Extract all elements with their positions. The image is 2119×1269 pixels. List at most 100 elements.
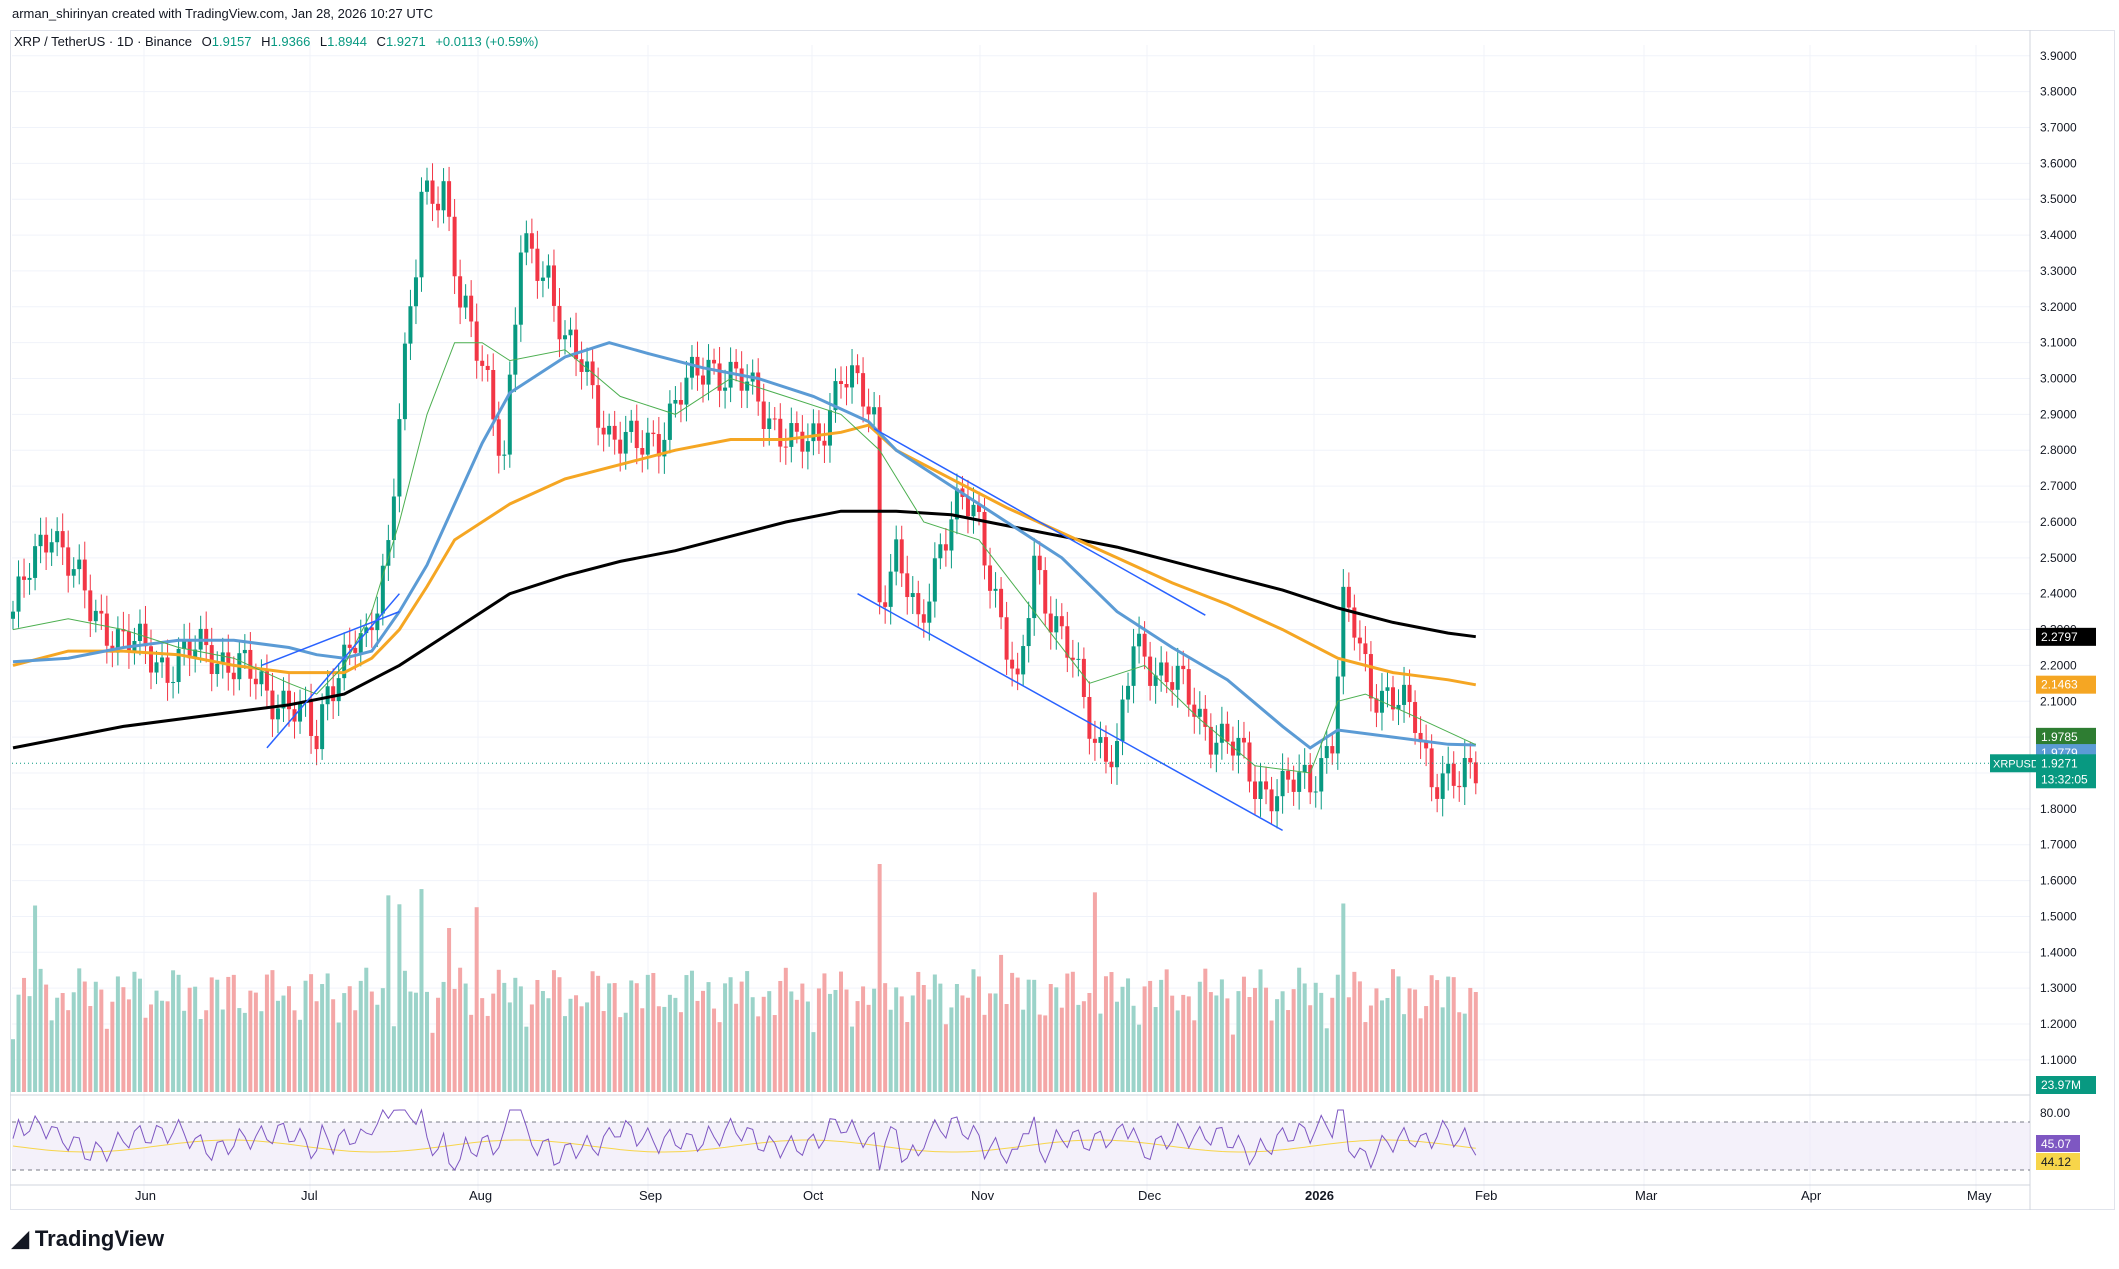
volume-bar xyxy=(126,999,131,1092)
volume-bar xyxy=(1076,1004,1081,1092)
candle-body xyxy=(866,406,871,415)
volume-bar xyxy=(1363,1022,1368,1092)
volume-bar xyxy=(761,996,766,1092)
volume-bar xyxy=(132,971,137,1092)
volume-bar xyxy=(1142,986,1147,1092)
price-axis-label: 1.5000 xyxy=(2040,909,2077,923)
volume-bar xyxy=(778,980,783,1092)
volume-bar xyxy=(143,1017,148,1092)
volume-bar xyxy=(1148,980,1153,1092)
candle-body xyxy=(99,610,104,614)
candle-body xyxy=(242,649,247,654)
price-axis-label: 3.4000 xyxy=(2040,228,2077,242)
volume-bar xyxy=(160,1000,165,1092)
volume-bar xyxy=(1015,977,1020,1092)
volume-bar xyxy=(1253,987,1257,1092)
volume-bar xyxy=(678,1012,683,1092)
rsi-tag-value: 45.07 xyxy=(2041,1137,2071,1151)
candle-body xyxy=(1258,781,1263,800)
rsi-ma-line xyxy=(12,1139,1476,1153)
volume-bar xyxy=(866,1004,871,1092)
candle-body xyxy=(518,252,523,325)
candle-body xyxy=(1120,699,1125,742)
volume-bar xyxy=(662,1006,667,1092)
candle-body xyxy=(1164,662,1169,683)
candle-body xyxy=(1253,781,1257,800)
volume-bar xyxy=(292,1010,297,1092)
symbol-name[interactable]: XRP / TetherUS · 1D · Binance xyxy=(14,34,192,49)
volume-bar xyxy=(579,1006,584,1092)
symbol-legend[interactable]: XRP / TetherUS · 1D · Binance O1.9157 H1… xyxy=(14,34,538,49)
volume-bar xyxy=(259,1011,264,1092)
volume-bar xyxy=(1247,997,1252,1092)
volume-bar xyxy=(491,993,496,1092)
candle-body xyxy=(220,652,225,664)
volume-bar xyxy=(540,991,545,1092)
time-axis-label: Aug xyxy=(469,1188,492,1203)
candle-body xyxy=(623,431,628,454)
candle-body xyxy=(717,363,722,391)
volume-bar xyxy=(943,1024,948,1092)
volume-bar xyxy=(380,988,385,1092)
volume-bar xyxy=(281,995,286,1092)
volume-bar xyxy=(1126,978,1131,1092)
candle-body xyxy=(1275,796,1280,812)
volume-bar xyxy=(1175,1010,1180,1092)
time-axis-label: 2026 xyxy=(1305,1188,1334,1203)
volume-bar xyxy=(1319,992,1324,1092)
volume-bar xyxy=(1435,980,1440,1092)
candle-body xyxy=(1457,785,1462,788)
volume-bar xyxy=(71,992,76,1092)
volume-bar xyxy=(982,1014,987,1092)
volume-bar xyxy=(1462,1013,1467,1092)
volume-bar xyxy=(1413,989,1418,1092)
volume-bar xyxy=(557,977,562,1092)
price-axis-label: 1.1000 xyxy=(2040,1053,2077,1067)
candle-body xyxy=(375,613,380,631)
volume-bar xyxy=(16,994,21,1092)
price-axis-label: 1.3000 xyxy=(2040,981,2077,995)
candle-body xyxy=(965,496,970,517)
volume-bar xyxy=(839,971,843,1092)
candle-body xyxy=(839,381,843,385)
volume-bar xyxy=(596,975,601,1092)
candle-body xyxy=(430,180,435,204)
tradingview-logo[interactable]: ◢ TradingView xyxy=(12,1226,164,1252)
volume-bar xyxy=(1335,974,1340,1092)
volume-bar xyxy=(1468,987,1473,1092)
volume-bar xyxy=(1258,969,1263,1092)
candle-body xyxy=(1446,763,1451,774)
volume-bar xyxy=(1208,992,1213,1092)
candle-body xyxy=(193,649,198,659)
candle-body xyxy=(811,423,816,442)
price-tag-box xyxy=(2036,727,2096,746)
volume-bar xyxy=(1225,998,1230,1092)
volume-bar xyxy=(1120,986,1125,1092)
candle-body xyxy=(1081,658,1086,697)
candle-body xyxy=(1010,659,1015,669)
candle-body xyxy=(1313,791,1318,793)
candle-body xyxy=(402,343,407,420)
volume-bar xyxy=(1291,989,1296,1092)
candle-body xyxy=(1368,654,1373,699)
volume-bar xyxy=(993,993,998,1092)
volume-bar xyxy=(811,1032,816,1092)
volume-bar xyxy=(485,1015,490,1092)
candle-body xyxy=(480,360,485,366)
candle-body xyxy=(397,419,402,497)
volume-bar xyxy=(712,1008,717,1092)
chart-frame[interactable] xyxy=(10,30,2115,1210)
candle-body xyxy=(336,678,341,702)
volume-bar xyxy=(82,981,87,1092)
candle-body xyxy=(612,425,617,440)
price-tag-box xyxy=(2036,627,2096,646)
volume-bar xyxy=(469,1014,474,1092)
time-axis-label: Nov xyxy=(971,1188,995,1203)
candle-body xyxy=(143,623,148,647)
candle-body xyxy=(408,306,413,344)
volume-bar xyxy=(1424,1006,1429,1092)
candle-body xyxy=(524,233,529,253)
tradingview-brand: TradingView xyxy=(34,1226,165,1251)
candle-body xyxy=(386,540,391,566)
